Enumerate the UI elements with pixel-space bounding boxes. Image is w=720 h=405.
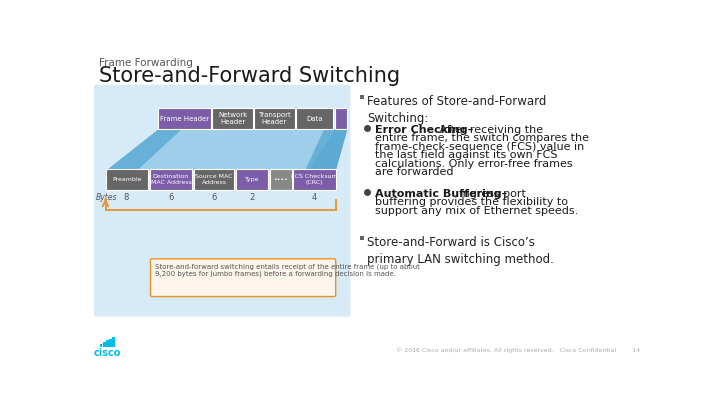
Polygon shape (309, 130, 347, 171)
Text: cisco: cisco (94, 348, 121, 358)
Text: Transport
Header: Transport Header (258, 112, 291, 125)
Text: Store-and-Forward is Cisco’s
primary LAN switching method.: Store-and-Forward is Cisco’s primary LAN… (367, 236, 554, 266)
FancyBboxPatch shape (158, 108, 211, 130)
FancyBboxPatch shape (270, 169, 292, 190)
Text: Automatic Buffering–: Automatic Buffering– (375, 189, 508, 199)
FancyBboxPatch shape (194, 169, 234, 190)
Text: Store-and-Forward Switching: Store-and-Forward Switching (99, 66, 400, 85)
Text: frame-check-sequence (FCS) value in: frame-check-sequence (FCS) value in (375, 142, 585, 152)
FancyBboxPatch shape (293, 169, 336, 190)
FancyBboxPatch shape (106, 169, 148, 190)
Text: support any mix of Ethernet speeds.: support any mix of Ethernet speeds. (375, 206, 578, 216)
Text: Frame Forwarding: Frame Forwarding (99, 58, 193, 68)
Bar (103, 342, 106, 347)
FancyBboxPatch shape (150, 169, 192, 190)
Bar (100, 343, 102, 347)
Text: © 2016 Cisco and/or affiliates. All rights reserved.   Cisco Confidential       : © 2016 Cisco and/or affiliates. All righ… (396, 347, 640, 353)
Text: Frame Header: Frame Header (160, 116, 209, 121)
Bar (360, 236, 364, 240)
Bar (107, 341, 109, 347)
Text: entire frame, the switch compares the: entire frame, the switch compares the (375, 133, 589, 143)
Text: buffering provides the flexibility to: buffering provides the flexibility to (375, 197, 568, 207)
FancyBboxPatch shape (150, 259, 336, 296)
Text: calculations. Only error-free frames: calculations. Only error-free frames (375, 159, 573, 169)
Text: ingress port: ingress port (456, 189, 526, 199)
Bar (109, 339, 112, 347)
FancyBboxPatch shape (94, 85, 351, 317)
FancyBboxPatch shape (235, 169, 269, 190)
Text: are forwarded: are forwarded (375, 167, 454, 177)
Polygon shape (106, 130, 347, 171)
Text: the last field against its own FCS: the last field against its own FCS (375, 150, 558, 160)
Text: FCS Checksum
(CRC): FCS Checksum (CRC) (291, 174, 338, 185)
Text: Error Checking–: Error Checking– (375, 125, 474, 135)
Text: Bytes: Bytes (96, 193, 117, 202)
Text: 6: 6 (211, 193, 217, 202)
Text: Preamble: Preamble (112, 177, 142, 182)
Bar (112, 337, 114, 347)
Bar (360, 95, 364, 99)
FancyBboxPatch shape (296, 108, 333, 130)
Text: ••••: •••• (273, 177, 288, 182)
Text: 4: 4 (311, 193, 317, 202)
Text: Store-and-forward switching entails receipt of the entire frame (up to about
9,2: Store-and-forward switching entails rece… (155, 263, 420, 277)
Text: 6: 6 (168, 193, 174, 202)
Polygon shape (137, 130, 324, 171)
Text: Type: Type (245, 177, 259, 182)
FancyBboxPatch shape (254, 108, 294, 130)
Text: Data: Data (307, 116, 323, 121)
Text: 2: 2 (249, 193, 255, 202)
Text: After receiving the: After receiving the (436, 125, 543, 135)
Text: Source MAC
Address: Source MAC Address (195, 174, 233, 185)
FancyBboxPatch shape (212, 108, 253, 130)
Text: 8: 8 (124, 193, 129, 202)
Text: Network
Header: Network Header (218, 112, 247, 125)
FancyBboxPatch shape (335, 108, 347, 130)
Text: Destination
MAC Address: Destination MAC Address (150, 174, 192, 185)
Text: Features of Store-and-Forward
Switching:: Features of Store-and-Forward Switching: (367, 95, 546, 125)
